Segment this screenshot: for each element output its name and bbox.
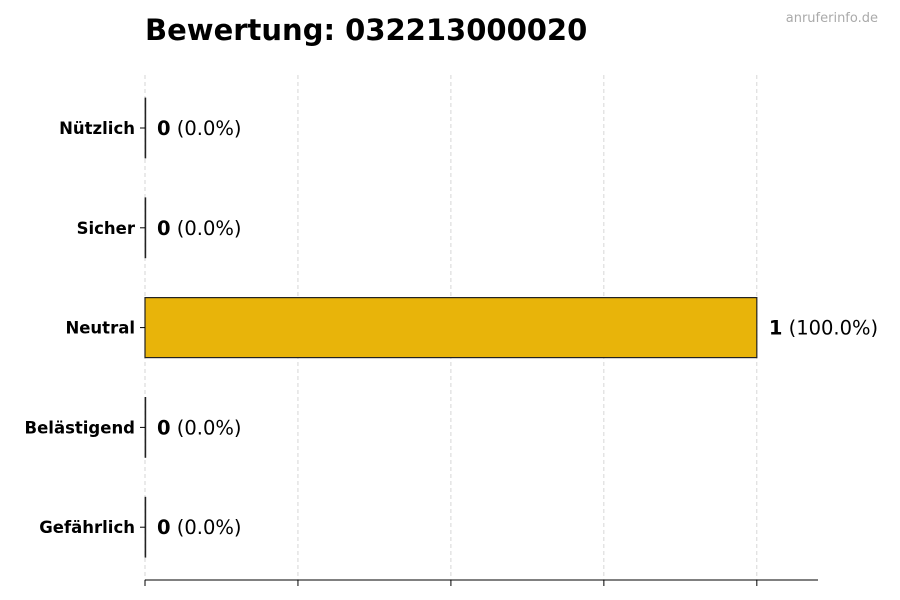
data-label: 0 (0.0%) — [157, 516, 242, 539]
data-label-count: 0 — [157, 516, 171, 539]
data-label-percent: (0.0%) — [171, 217, 242, 240]
data-label-count: 1 — [769, 317, 783, 340]
bar-neutral — [144, 297, 758, 359]
chart-title: Bewertung: 032213000020 — [145, 13, 587, 47]
data-label-count: 0 — [157, 217, 171, 240]
watermark: anruferinfo.de — [786, 11, 878, 26]
y-tick-label: Gefährlich — [39, 518, 135, 537]
data-label-percent: (0.0%) — [171, 416, 242, 439]
data-label-percent: (100.0%) — [782, 317, 878, 340]
data-label-percent: (0.0%) — [171, 117, 242, 140]
bar-nützlich — [144, 97, 147, 159]
data-label-count: 0 — [157, 416, 171, 439]
bar-gefährlich — [144, 496, 147, 558]
y-tick-label: Sicher — [77, 219, 136, 238]
y-tick-label: Nützlich — [59, 119, 135, 138]
data-label: 1 (100.0%) — [769, 317, 878, 340]
y-tick-label: Neutral — [65, 319, 135, 338]
data-label: 0 (0.0%) — [157, 217, 242, 240]
data-label-count: 0 — [157, 117, 171, 140]
bar-sicher — [144, 197, 147, 259]
y-tick-label: Belästigend — [25, 418, 135, 437]
bar-belästigend — [144, 396, 147, 458]
data-label: 0 (0.0%) — [157, 416, 242, 439]
data-label: 0 (0.0%) — [157, 117, 242, 140]
data-label-percent: (0.0%) — [171, 516, 242, 539]
